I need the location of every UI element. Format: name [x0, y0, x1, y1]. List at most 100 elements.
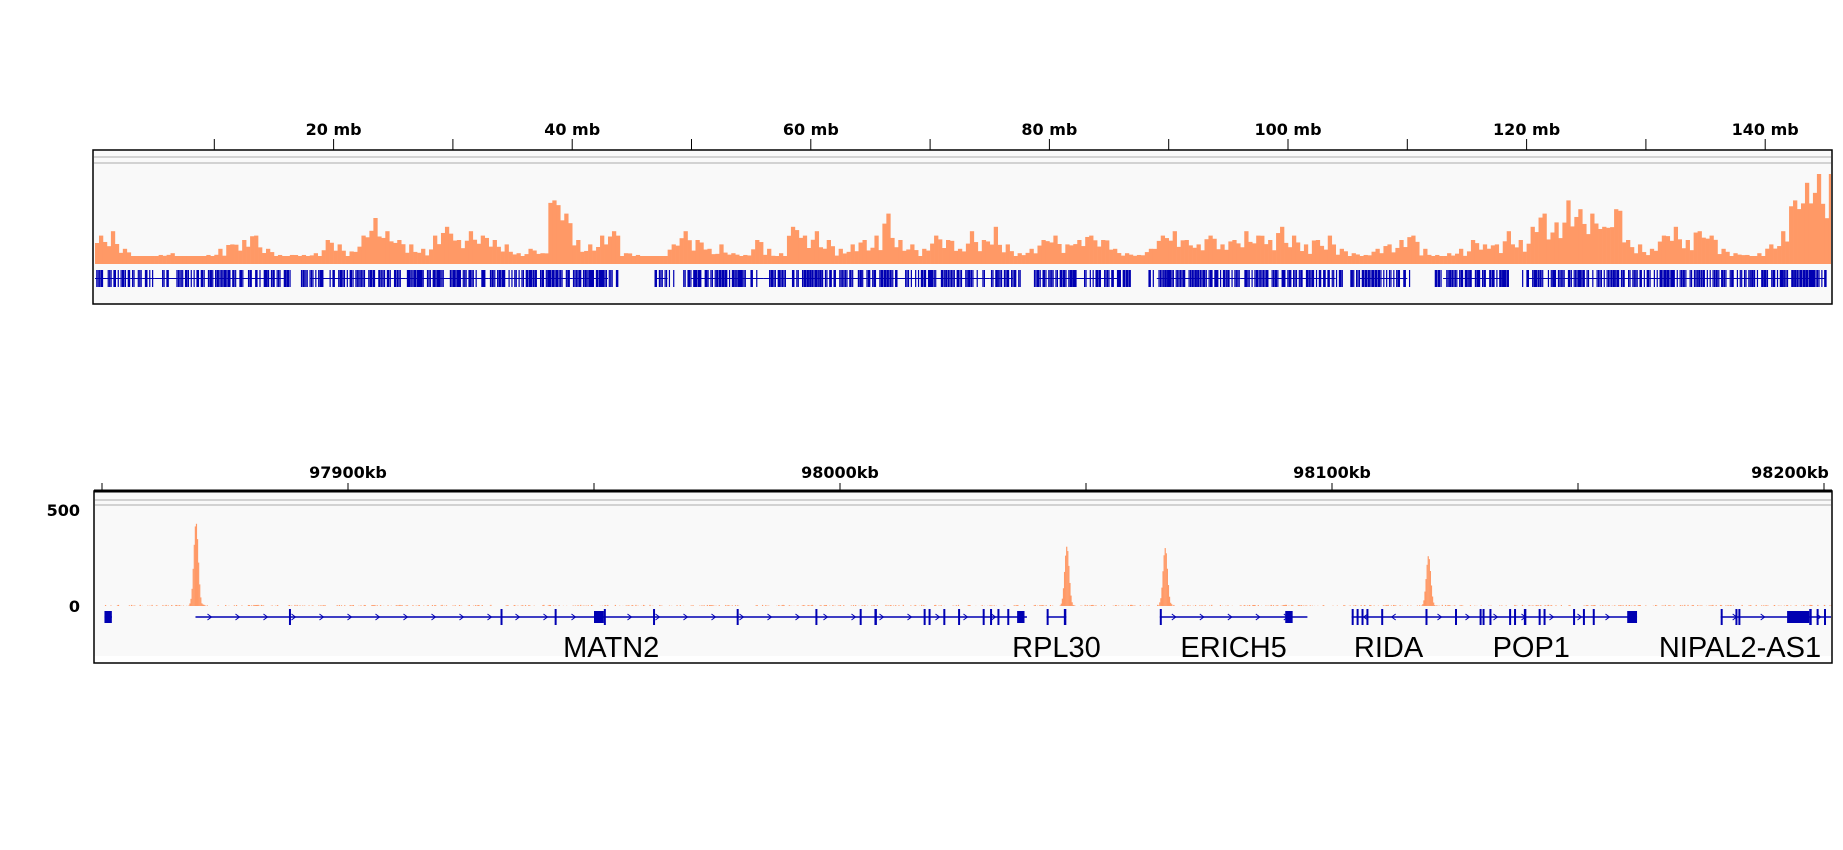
coverage-bar: [1192, 247, 1197, 264]
coverage-bar: [253, 604, 255, 606]
coverage-bar: [1039, 605, 1041, 606]
coverage-bar: [572, 245, 577, 264]
coverage-bar: [1582, 223, 1587, 264]
coverage-bar: [842, 253, 847, 264]
coverage-bar: [1073, 244, 1078, 264]
coverage-bar: [344, 605, 346, 606]
coverage-bar: [1370, 605, 1372, 606]
gene-feature-rpl30[interactable]: RPL30: [1012, 609, 1101, 664]
gene-feature-pop1[interactable]: POP1: [1425, 609, 1638, 664]
coverage-bar: [1399, 240, 1404, 264]
coverage-bar: [1077, 240, 1082, 264]
coverage-bar: [1789, 206, 1794, 264]
coverage-bar: [492, 240, 497, 264]
coverage-bar: [1355, 254, 1360, 264]
coverage-bar: [1608, 605, 1610, 606]
coverage-bar: [683, 231, 688, 264]
gene-feature[interactable]: [104, 611, 112, 623]
coverage-bar: [178, 605, 180, 606]
coverage-bar: [811, 604, 813, 606]
coverage-bar: [1558, 238, 1563, 264]
coverage-bar: [1824, 218, 1830, 264]
coverage-bar: [830, 246, 835, 264]
overview-coverage-track[interactable]: [95, 174, 1831, 264]
coverage-bar: [1810, 604, 1813, 606]
coverage-bar: [1486, 248, 1492, 264]
coverage-bar: [1610, 227, 1615, 264]
coverage-bar: [863, 605, 865, 606]
coverage-bar: [1431, 596, 1434, 606]
coverage-bar: [1569, 605, 1571, 606]
coverage-bar: [755, 240, 760, 264]
coverage-bar: [1535, 605, 1538, 606]
gene-density-mark: [1148, 270, 1151, 287]
gene-density-mark: [1506, 270, 1509, 287]
coverage-bar: [898, 240, 903, 264]
coverage-bar: [1158, 605, 1160, 606]
coverage-bar: [536, 253, 541, 264]
coverage-bar: [679, 605, 681, 606]
coverage-bar: [1387, 244, 1392, 264]
locus-coverage-track[interactable]: [104, 523, 1832, 606]
coverage-bar: [1288, 247, 1293, 264]
coverage-bar: [850, 605, 852, 606]
coverage-bar: [409, 244, 414, 264]
coverage-bar: [1434, 605, 1436, 606]
coverage-bar: [577, 605, 580, 606]
coverage-bar: [1297, 605, 1299, 606]
coverage-bar: [663, 256, 668, 264]
gene-feature-matn2[interactable]: MATN2: [195, 609, 1027, 664]
locus-ruler[interactable]: 97900kb 98000kb 98100kb 98200kb: [101, 463, 1829, 491]
coverage-bar: [1455, 253, 1460, 264]
exon: [1538, 609, 1541, 625]
coverage-bar: [401, 605, 403, 606]
coverage-bar: [361, 235, 366, 264]
coverage-bar: [1248, 241, 1253, 264]
coverage-bar: [1700, 605, 1702, 606]
coverage-bar: [981, 605, 983, 606]
gene-feature-erich5[interactable]: ERICH5: [1159, 609, 1308, 664]
coverage-bar: [1761, 605, 1763, 606]
overview-gene-density-track[interactable]: [95, 270, 1827, 287]
coverage-bar: [1693, 232, 1698, 264]
gene-density-mark: [1338, 270, 1342, 287]
coverage-bar: [218, 248, 223, 264]
chromosome-ruler[interactable]: 20 mb 40 mb 60 mb 80 mb 100 mb 120 mb 140 mb: [213, 120, 1799, 150]
coverage-bar: [110, 605, 112, 606]
coverage-bar: [1598, 228, 1603, 264]
coverage-bar: [886, 213, 891, 264]
coverage-bar: [778, 253, 784, 264]
coverage-bar: [242, 240, 247, 264]
coverage-bar: [1395, 247, 1400, 264]
coverage-bar: [1173, 604, 1175, 606]
gene-feature-rida[interactable]: RIDA: [1351, 609, 1428, 664]
coverage-bar: [820, 605, 822, 606]
coverage-bar: [1086, 605, 1088, 606]
exon: [1159, 609, 1162, 625]
gene-density-mark: [305, 270, 307, 287]
coverage-bar: [1344, 605, 1346, 606]
gene-feature-nipal2-as1[interactable]: NIPAL2-AS1: [1659, 609, 1831, 664]
coverage-bar: [484, 237, 489, 264]
coverage-bar: [781, 605, 783, 606]
coverage-bar: [150, 256, 155, 264]
coverage-bar: [1816, 174, 1822, 264]
coverage-bar: [1428, 559, 1430, 606]
coverage-bar: [130, 604, 133, 606]
coverage-bar: [952, 605, 954, 606]
coverage-bar: [170, 605, 173, 606]
coverage-bar: [313, 253, 318, 264]
overview-panel-border: [92, 149, 1833, 305]
coverage-bar: [802, 235, 808, 264]
coverage-bar: [1447, 253, 1452, 264]
locus-gene-track[interactable]: MATN2 RPL30 ERICH5 RIDA POP1 NIPAL2-AS1: [104, 609, 1831, 664]
coverage-bar: [98, 235, 104, 264]
coverage-bar: [605, 605, 607, 606]
coverage-bar: [1480, 605, 1482, 606]
coverage-bar: [1295, 242, 1301, 264]
exon: [1816, 609, 1819, 625]
coverage-bar: [1685, 240, 1690, 264]
coverage-bar: [345, 256, 350, 264]
coverage-bar: [643, 256, 649, 264]
coverage-bar: [206, 605, 208, 606]
